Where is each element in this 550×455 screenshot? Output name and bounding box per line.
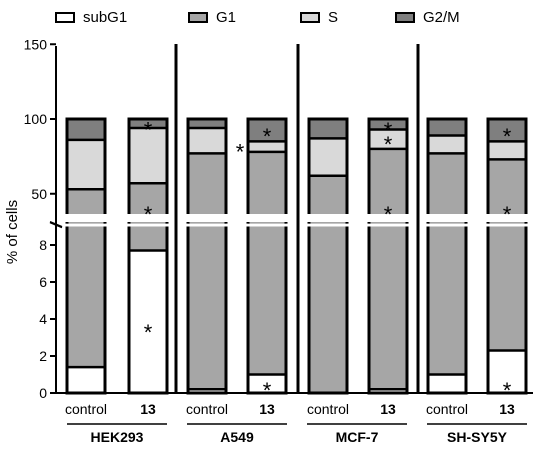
- bar-g1-lower: [129, 226, 167, 251]
- bar-outline-upper: [65, 117, 107, 224]
- bar-subg1-lower: [129, 250, 167, 393]
- bar-g1-lower: [309, 226, 347, 393]
- legend-label-s: S: [328, 9, 339, 26]
- bar-outline-upper: [307, 117, 349, 224]
- significance-star: *: [263, 124, 272, 149]
- x-condition-label: 13: [380, 401, 396, 417]
- legend-label-subg1: subG1: [83, 9, 128, 26]
- bar-g1-lower: [188, 226, 226, 390]
- axis-break-band: [40, 214, 533, 222]
- bar-outline-upper: [186, 117, 228, 224]
- significance-star: *: [384, 118, 393, 143]
- y-tick-label: 6: [39, 274, 47, 290]
- legend-item-subg1: subG1: [55, 9, 127, 26]
- bar-s-upper: [67, 139, 105, 190]
- bar-outline-upper: [367, 117, 409, 224]
- bar-g2m-upper: [309, 119, 347, 139]
- group-label: HEK293: [91, 429, 144, 445]
- bar-g1-lower: [248, 226, 286, 375]
- group-label: MCF-7: [336, 429, 379, 445]
- legend-item-g1: G1: [188, 9, 236, 26]
- significance-star: *: [144, 320, 153, 345]
- x-condition-label: 13: [499, 401, 515, 417]
- bar-outline-upper: [486, 117, 528, 224]
- legend-swatch-g2m: [395, 12, 415, 23]
- bar-subg1-lower: [248, 374, 286, 393]
- bar-subg1-lower: [67, 367, 105, 393]
- axis-break-mark-bottom: [49, 221, 63, 229]
- significance-star: *: [503, 124, 512, 149]
- y-tick-label: 150: [24, 36, 48, 52]
- x-condition-label: control: [426, 401, 468, 417]
- significance-star: *: [384, 202, 393, 227]
- bar-subg1-lower: [369, 389, 407, 393]
- y-axis-label: % of cells: [4, 200, 21, 264]
- legend-swatch-g1: [188, 12, 208, 23]
- bar-g2m-upper: [129, 119, 167, 128]
- y-tick-label: 50: [31, 186, 47, 202]
- y-tick-label: 8: [39, 237, 47, 253]
- bar-g2m-upper: [67, 119, 105, 140]
- bar-g1-lower: [67, 226, 105, 368]
- bar-g1-lower: [428, 226, 466, 375]
- bar-outline-upper: [246, 117, 288, 224]
- bar-g2m-upper: [428, 119, 466, 136]
- bar-g2m-upper: [488, 119, 526, 142]
- significance-star: *: [263, 378, 272, 403]
- group-label: A549: [220, 429, 254, 445]
- x-condition-label: control: [307, 401, 349, 417]
- legend-item-s: S: [300, 9, 338, 26]
- bar-subg1-lower: [428, 374, 466, 393]
- bar-s-upper: [309, 138, 347, 176]
- y-tick-label: 0: [39, 385, 47, 401]
- bar-g2m-upper: [369, 119, 407, 130]
- legend-label-g2m: G2/M: [423, 9, 460, 26]
- bar-g1-upper: [248, 151, 286, 224]
- x-condition-label: 13: [259, 401, 275, 417]
- bar-g1-lower: [369, 226, 407, 390]
- y-tick-label: 4: [39, 311, 47, 327]
- bar-s-upper: [129, 127, 167, 184]
- y-tick-label: 100: [24, 111, 48, 127]
- bar-outline-upper: [127, 117, 169, 224]
- significance-star: *: [236, 140, 245, 165]
- y-tick-label: 2: [39, 348, 47, 364]
- legend-swatch-subg1: [55, 12, 75, 23]
- bar-g1-upper: [188, 153, 226, 224]
- bar-s-upper: [369, 129, 407, 149]
- bar-g2m-upper: [248, 119, 286, 142]
- bar-s-upper: [428, 135, 466, 154]
- x-condition-label: control: [186, 401, 228, 417]
- bar-s-upper: [188, 127, 226, 154]
- significance-star: *: [503, 202, 512, 227]
- significance-star: *: [144, 202, 153, 227]
- axis-break-mark-top: [49, 220, 63, 228]
- significance-star: *: [384, 132, 393, 157]
- bar-s-upper: [488, 141, 526, 160]
- bar-g1-upper: [488, 159, 526, 224]
- bar-g1-lower: [488, 226, 526, 351]
- significance-star: *: [144, 117, 153, 142]
- bar-g1-upper: [369, 148, 407, 224]
- x-condition-label: control: [65, 401, 107, 417]
- chart-legend: subG1 G1 S G2/M: [0, 0, 550, 30]
- legend-label-g1: G1: [216, 9, 237, 26]
- bar-g1-upper: [428, 153, 466, 224]
- group-label: SH-SY5Y: [447, 429, 508, 445]
- bar-subg1-lower: [488, 350, 526, 393]
- bar-outline-upper: [426, 117, 468, 224]
- x-condition-label: 13: [140, 401, 156, 417]
- bar-s-upper: [248, 141, 286, 152]
- significance-star: *: [503, 378, 512, 403]
- legend-item-g2m: G2/M: [395, 9, 460, 26]
- bar-subg1-lower: [188, 389, 226, 393]
- bar-g2m-upper: [188, 119, 226, 128]
- legend-swatch-s: [300, 12, 320, 23]
